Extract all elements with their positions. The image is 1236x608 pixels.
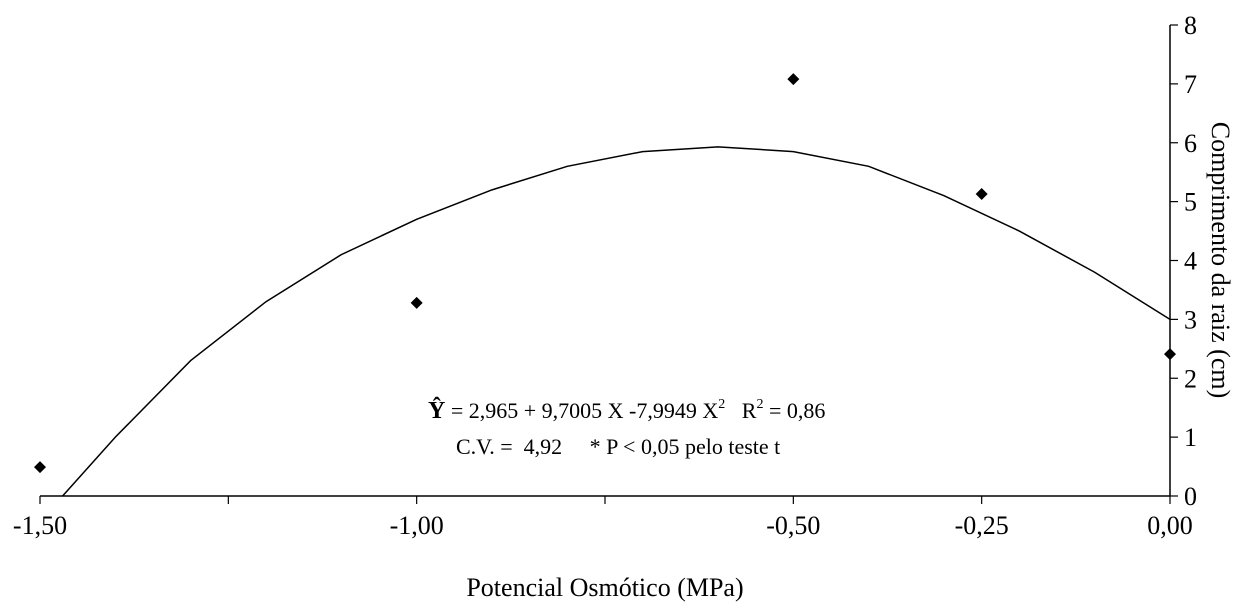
y-tick-label: 8 xyxy=(1184,11,1197,40)
x-tick-label: -1,00 xyxy=(390,511,444,540)
data-point xyxy=(410,296,423,309)
x-tick-label: -1,50 xyxy=(13,511,67,540)
y-tick-label: 7 xyxy=(1184,70,1197,99)
fit-curve xyxy=(62,146,1171,497)
x-axis-label: Potencial Osmótico (MPa) xyxy=(466,573,743,602)
y-tick-label: 4 xyxy=(1184,247,1197,276)
x-tick-label: -0,25 xyxy=(955,511,1009,540)
y-axis-label: Comprimento da raiz (cm) xyxy=(1206,122,1235,399)
equation-part: = 0,86 xyxy=(763,398,825,423)
equation-part: R xyxy=(725,398,757,423)
y-tick-label: 6 xyxy=(1184,129,1197,158)
data-point xyxy=(1164,348,1176,361)
y-tick-label: 0 xyxy=(1184,482,1197,511)
y-tick-label: 3 xyxy=(1184,305,1197,334)
equation-part: Ŷ xyxy=(428,397,445,424)
equation: Ŷ = 2,965 + 9,7005 X -7,9949 X2 R2 = 0,8… xyxy=(428,397,825,424)
equation-part: 2 xyxy=(718,397,725,412)
data-point xyxy=(975,187,988,200)
equation-part: 2 xyxy=(756,397,763,412)
x-tick-label: -0,50 xyxy=(766,511,820,540)
x-tick-label: 0,00 xyxy=(1147,511,1193,540)
data-point xyxy=(787,73,800,86)
y-tick-label: 2 xyxy=(1184,364,1197,393)
data-point xyxy=(34,461,46,474)
statistics-note: C.V. = 4,92 * P < 0,05 pelo teste t xyxy=(456,434,780,459)
y-tick-label: 1 xyxy=(1184,423,1197,452)
y-tick-label: 5 xyxy=(1184,188,1197,217)
equation-part: = 2,965 + 9,7005 X -7,9949 X xyxy=(445,398,718,423)
